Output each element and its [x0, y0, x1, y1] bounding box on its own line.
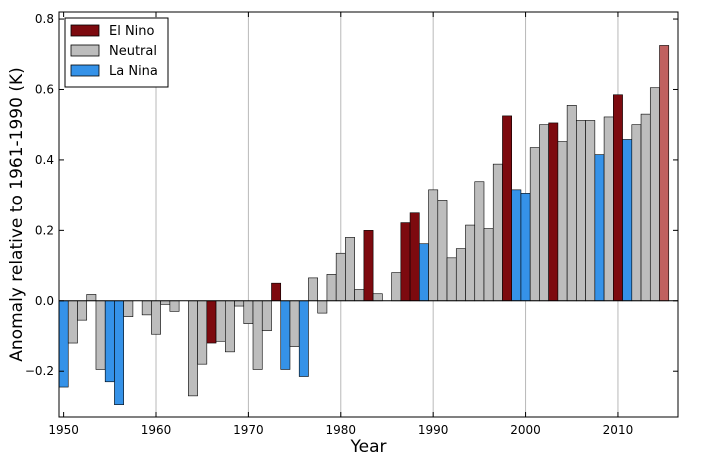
bar-1953: [86, 294, 97, 302]
legend-label-neutral: Neutral: [109, 44, 157, 59]
bar-1987: [400, 222, 411, 302]
bar-1988: [409, 212, 420, 302]
legend-label-la-nina: La Nina: [109, 64, 158, 79]
plot-frame: [58, 11, 679, 418]
bar-2004: [557, 141, 568, 302]
bar-1996: [483, 228, 494, 302]
bar-1991: [437, 200, 448, 302]
bar-1977: [308, 277, 318, 302]
bar-1984: [372, 293, 383, 302]
legend-swatch-la-nina: [70, 64, 100, 77]
bar-1965: [197, 300, 208, 365]
legend-swatch-neutral: [70, 44, 100, 57]
bar-1951: [67, 300, 78, 344]
bar-1983: [363, 230, 374, 302]
bar-1966: [206, 300, 217, 344]
bar-1974: [280, 300, 291, 370]
legend: El Nino Neutral La Nina: [64, 17, 169, 88]
bar-1954: [95, 300, 106, 370]
bar-1998: [502, 115, 512, 302]
bar-2007: [585, 120, 596, 302]
bar-1976: [298, 300, 309, 377]
bar-1978: [317, 300, 328, 314]
y-tick-label: 0.0: [35, 294, 54, 308]
y-axis: −0.2 0.0 0.2 0.4 0.6 0.8: [25, 12, 678, 378]
bar-1970: [243, 300, 254, 324]
x-tick-label: 1960: [141, 423, 172, 437]
y-tick-label: 0.4: [35, 153, 54, 167]
bar-1981: [345, 237, 355, 302]
bar-1971: [252, 300, 263, 370]
bar-1950: [58, 300, 69, 388]
bar-1995: [474, 181, 485, 302]
legend-label-el-nino: El Nino: [109, 24, 155, 39]
y-axis-title: Anomaly relative to 1961-1990 (K): [7, 67, 27, 361]
bar-2008: [594, 154, 605, 302]
bar-1961: [160, 300, 171, 305]
bar-2000: [520, 193, 531, 302]
bar-2010: [613, 94, 623, 302]
bar-2003: [548, 122, 559, 302]
x-tick-label: 2000: [510, 423, 541, 437]
bar-1973: [271, 282, 282, 302]
y-tick-label: 0.2: [35, 223, 54, 237]
bar-1962: [169, 300, 180, 312]
x-axis: 1950 1960 1970 1980 1990 2000 2010: [48, 12, 633, 437]
bar-1952: [77, 300, 88, 321]
bar-2012: [631, 124, 642, 302]
bar-2009: [603, 116, 614, 302]
bar-1964: [188, 300, 198, 397]
bar-1967: [215, 300, 226, 342]
bar-1992: [446, 257, 457, 302]
bar-1956: [114, 300, 124, 405]
x-tick-label: 2010: [603, 423, 634, 437]
bar-1960: [151, 300, 161, 335]
legend-swatch-el-nino: [70, 24, 100, 37]
bar-1997: [492, 163, 503, 302]
bar-1993: [455, 248, 466, 302]
bar-2001: [529, 147, 540, 302]
bar-1980: [335, 252, 346, 302]
bar-1957: [123, 300, 134, 317]
x-tick-label: 1980: [326, 423, 357, 437]
bar-2015: [659, 45, 670, 302]
bar-1968: [225, 300, 235, 353]
bar-1979: [326, 274, 337, 302]
y-tick-label: 0.8: [35, 12, 54, 26]
bar-2014: [649, 87, 660, 302]
x-tick-label: 1990: [418, 423, 449, 437]
y-tick-label: 0.6: [35, 82, 54, 96]
bar-1969: [234, 300, 245, 307]
bar-2011: [622, 139, 633, 302]
x-axis-title: Year: [350, 437, 387, 457]
bar-2013: [640, 113, 651, 302]
bar-1982: [354, 289, 365, 302]
bar-1999: [511, 189, 522, 302]
bar-1994: [465, 224, 476, 302]
y-tick-label: −0.2: [25, 364, 54, 378]
bar-1990: [428, 189, 439, 302]
bar-2005: [566, 105, 577, 302]
x-tick-label: 1950: [48, 423, 79, 437]
bar-1972: [261, 300, 272, 332]
bars: [58, 45, 670, 405]
bar-1989: [419, 243, 429, 302]
bar-1986: [391, 272, 402, 302]
bar-2002: [539, 124, 549, 302]
bar-2006: [576, 120, 586, 302]
bar-1959: [141, 300, 152, 316]
bar-1975: [289, 300, 300, 347]
x-tick-label: 1970: [233, 423, 264, 437]
bar-1955: [104, 300, 115, 383]
